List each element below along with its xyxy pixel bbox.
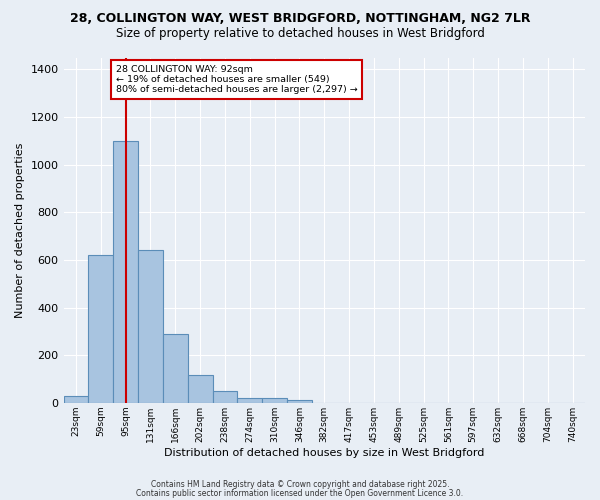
Text: Size of property relative to detached houses in West Bridgford: Size of property relative to detached ho…	[116, 28, 484, 40]
Bar	[113, 141, 138, 403]
Bar	[64, 396, 88, 403]
Bar	[287, 400, 312, 403]
Bar	[88, 255, 113, 403]
Bar	[212, 391, 238, 403]
Text: Contains public sector information licensed under the Open Government Licence 3.: Contains public sector information licen…	[136, 488, 464, 498]
Text: Contains HM Land Registry data © Crown copyright and database right 2025.: Contains HM Land Registry data © Crown c…	[151, 480, 449, 489]
Text: 28 COLLINGTON WAY: 92sqm
← 19% of detached houses are smaller (549)
80% of semi-: 28 COLLINGTON WAY: 92sqm ← 19% of detach…	[116, 64, 358, 94]
Bar	[238, 398, 262, 403]
Text: 28, COLLINGTON WAY, WEST BRIDGFORD, NOTTINGHAM, NG2 7LR: 28, COLLINGTON WAY, WEST BRIDGFORD, NOTT…	[70, 12, 530, 26]
Bar	[163, 334, 188, 403]
Bar	[188, 376, 212, 403]
Bar	[138, 250, 163, 403]
Bar	[262, 398, 287, 403]
X-axis label: Distribution of detached houses by size in West Bridgford: Distribution of detached houses by size …	[164, 448, 484, 458]
Y-axis label: Number of detached properties: Number of detached properties	[15, 142, 25, 318]
